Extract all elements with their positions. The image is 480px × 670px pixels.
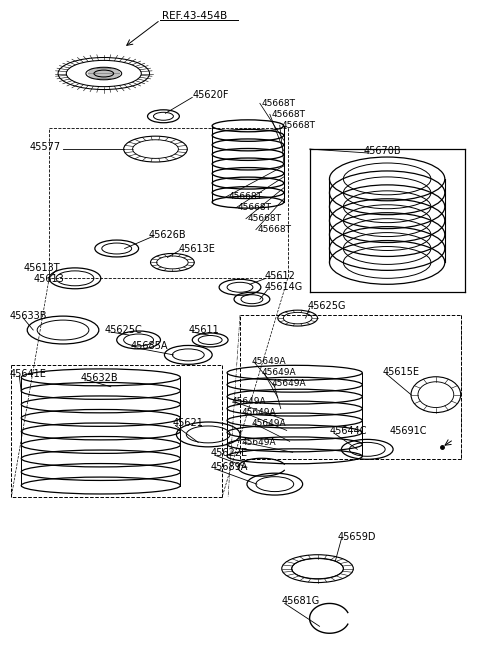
Text: 45649A: 45649A xyxy=(252,357,287,366)
Text: 45649A: 45649A xyxy=(242,438,276,447)
Text: 45670B: 45670B xyxy=(363,146,401,156)
Text: 45626B: 45626B xyxy=(148,230,186,240)
Text: 45668T: 45668T xyxy=(282,121,316,130)
Text: 45685A: 45685A xyxy=(131,341,168,351)
Text: 45613: 45613 xyxy=(33,274,64,284)
Text: REF.43-454B: REF.43-454B xyxy=(162,11,228,21)
Text: 45659D: 45659D xyxy=(337,532,376,542)
Text: 45668T: 45668T xyxy=(238,203,272,212)
Text: 45620F: 45620F xyxy=(192,90,229,100)
Text: 45668T: 45668T xyxy=(248,214,282,223)
Text: 45611: 45611 xyxy=(188,325,219,335)
Text: 45614G: 45614G xyxy=(265,282,303,292)
Text: 45681G: 45681G xyxy=(282,596,320,606)
Text: 45625G: 45625G xyxy=(308,302,346,311)
Text: 45612: 45612 xyxy=(265,271,296,281)
Text: 45615E: 45615E xyxy=(382,366,419,377)
Text: 45668T: 45668T xyxy=(228,192,262,201)
Text: 45632B: 45632B xyxy=(81,373,119,383)
Text: 45625C: 45625C xyxy=(105,325,143,335)
Text: 45622E: 45622E xyxy=(210,448,247,458)
Text: 45668T: 45668T xyxy=(258,225,292,234)
Text: 45668T: 45668T xyxy=(262,99,296,108)
Text: 45649A: 45649A xyxy=(242,408,276,417)
Text: 45668T: 45668T xyxy=(272,110,306,119)
Text: 45644C: 45644C xyxy=(329,426,367,436)
Text: 45689A: 45689A xyxy=(210,462,248,472)
Text: 45649A: 45649A xyxy=(252,419,287,428)
Text: 45649A: 45649A xyxy=(232,397,267,406)
Text: 45577: 45577 xyxy=(29,142,60,152)
Text: 45649A: 45649A xyxy=(262,369,297,377)
Text: 45621: 45621 xyxy=(172,419,203,429)
Text: 45613E: 45613E xyxy=(179,243,215,253)
Text: 45613T: 45613T xyxy=(23,263,60,273)
Text: 45649A: 45649A xyxy=(272,379,306,388)
Text: 45633B: 45633B xyxy=(9,311,47,321)
Text: 45641E: 45641E xyxy=(9,369,46,379)
Text: 45691C: 45691C xyxy=(389,426,427,436)
